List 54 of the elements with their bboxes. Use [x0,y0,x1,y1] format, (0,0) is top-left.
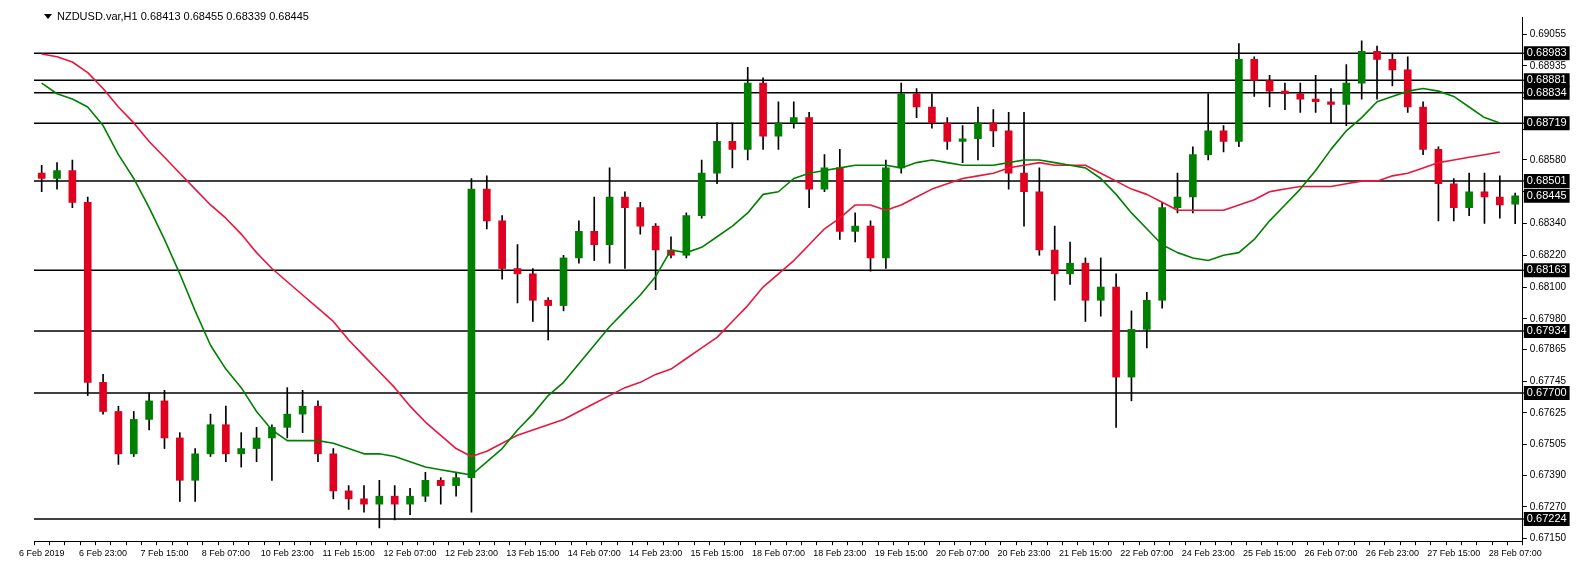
x-tick-label: 12 Feb 23:00 [444,548,498,559]
x-tick-label: 7 Feb 15:00 [140,548,189,559]
ref-line-label: 0.68163 [1526,263,1567,276]
y-tick-label: 0.67270 [1529,500,1567,512]
candlestick [436,477,445,505]
y-tick-label: 0.67625 [1529,406,1567,418]
x-tick-label: 8 Feb 07:00 [201,548,250,559]
candlestick [590,196,599,261]
x-tick-label: 20 Feb 07:00 [936,548,990,559]
x-tick-label: 22 Feb 07:00 [1120,548,1174,559]
y-tick-label: 0.67505 [1529,438,1567,450]
ref-line-label: 0.68501 [1526,173,1567,186]
x-tick-label: 6 Feb 2019 [18,548,65,559]
x-tick-label: 14 Feb 23:00 [629,548,683,559]
x-tick-label: 20 Feb 23:00 [997,548,1051,559]
x-tick-label: 10 Feb 23:00 [260,548,314,559]
x-tick-label: 25 Feb 15:00 [1243,548,1297,559]
ref-line-label: 0.68719 [1526,116,1567,129]
y-tick-label: 0.68100 [1529,280,1567,292]
y-tick-label: 0.67980 [1529,312,1567,324]
y-tick-label: 0.67865 [1529,343,1567,355]
chart-title: NZDUSD.var,H1 0.68413 0.68455 0.68339 0.68445 [57,10,309,22]
y-tick-label: 0.68340 [1529,217,1567,229]
x-tick-label: 11 Feb 15:00 [322,548,375,559]
y-tick-label: 0.68220 [1529,249,1567,261]
x-tick-label: 26 Feb 23:00 [1365,548,1419,559]
x-tick-label: 21 Feb 15:00 [1058,548,1112,559]
x-tick-label: 27 Feb 15:00 [1427,548,1481,559]
x-tick-label: 18 Feb 23:00 [813,548,867,559]
x-tick-label: 28 Feb 07:00 [1488,548,1542,559]
candlestick [237,432,246,468]
y-tick-label: 0.68580 [1529,153,1567,165]
x-tick-label: 14 Feb 07:00 [567,548,621,559]
y-tick-label: 0.67390 [1529,468,1567,480]
y-tick-label: 0.69055 [1529,27,1567,39]
x-tick-label: 6 Feb 23:00 [79,548,128,559]
ref-line-label: 0.67934 [1526,324,1567,337]
x-tick-label: 24 Feb 23:00 [1181,548,1235,559]
y-tick-label: 0.67150 [1529,532,1567,544]
x-tick-label: 13 Feb 15:00 [506,548,560,559]
x-tick-label: 12 Feb 07:00 [383,548,437,559]
ref-line-label: 0.68834 [1526,85,1567,98]
ref-line-label: 0.68983 [1526,46,1567,59]
y-tick-label: 0.68935 [1529,59,1567,71]
x-tick-label: 19 Feb 15:00 [874,548,928,559]
x-tick-label: 15 Feb 15:00 [690,548,744,559]
ref-line-label: 0.67224 [1526,511,1567,524]
ref-line-label: 0.68881 [1526,73,1567,86]
ref-line-label: 0.67700 [1526,385,1567,398]
y-tick-label: 0.67745 [1529,374,1567,386]
annotation: 0.68445 [1526,188,1567,201]
x-tick-label: 18 Feb 07:00 [751,548,805,559]
x-tick-label: 26 Feb 07:00 [1304,548,1358,559]
candlestick [851,212,859,243]
